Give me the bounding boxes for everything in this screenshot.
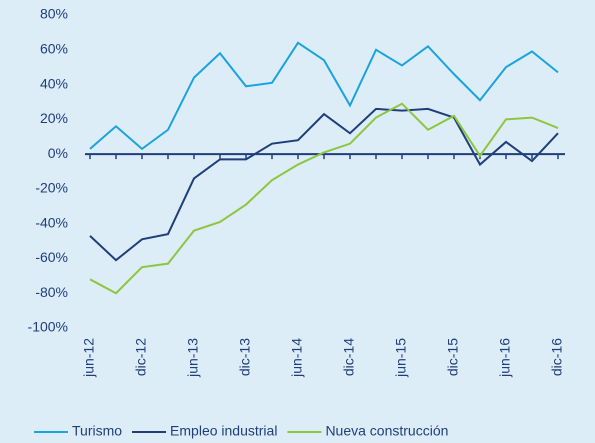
y-tick-label: -80% — [35, 284, 68, 300]
series-line — [89, 41, 559, 151]
x-tick-label: dic-15 — [445, 338, 461, 376]
y-tick-label: -20% — [35, 180, 68, 196]
legend-label: Nueva construcción — [325, 423, 448, 439]
x-tick-label: jun-15 — [393, 338, 409, 378]
x-tick-label: dic-13 — [237, 338, 253, 376]
x-tick-label: dic-12 — [133, 338, 149, 376]
legend-label: Empleo industrial — [170, 423, 277, 439]
legend-label: Turismo — [72, 423, 122, 439]
legend: Turismo Empleo industrial Nueva construcci… — [34, 423, 448, 439]
y-tick-label: -40% — [35, 214, 68, 230]
x-tick-label: jun-14 — [289, 338, 305, 378]
x-tick-label: jun-13 — [185, 338, 201, 378]
y-tick-label: 40% — [40, 75, 68, 91]
x-tick-label: jun-12 — [81, 338, 97, 378]
y-tick-label: 60% — [40, 40, 68, 56]
y-tick-label: 20% — [40, 110, 68, 126]
y-tick-label: 80% — [40, 6, 68, 22]
y-tick-label: -60% — [35, 249, 68, 265]
y-tick-label: -100% — [28, 319, 68, 335]
x-tick-label: jun-16 — [497, 338, 513, 378]
series-line — [89, 107, 559, 262]
x-tick-label: dic-16 — [549, 338, 565, 376]
y-tick-label: 0% — [48, 145, 68, 161]
x-tick-label: dic-14 — [341, 338, 357, 376]
series-line — [89, 102, 559, 295]
